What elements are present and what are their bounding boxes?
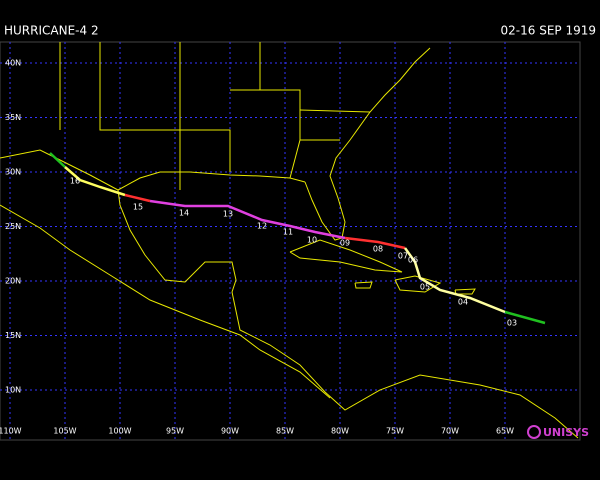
- lat-label: 20N: [5, 277, 21, 286]
- storm-track: [49, 152, 546, 325]
- lat-label: 35N: [5, 113, 21, 122]
- lat-label: 15N: [5, 331, 21, 340]
- coast: [231, 291, 579, 439]
- map-frame: [0, 41, 581, 441]
- storm-dates: 02-16 SEP 1919: [501, 24, 596, 38]
- lon-label: 75W: [386, 427, 404, 436]
- credit: UNISYS: [543, 426, 589, 439]
- track-segment: [149, 199, 346, 240]
- lon-label: 65W: [496, 427, 514, 436]
- island: [454, 288, 476, 295]
- lat-label: 30N: [5, 168, 21, 177]
- track-segment: [403, 247, 506, 314]
- day-label: 11: [283, 228, 293, 237]
- coast: [304, 47, 431, 241]
- labels: 40N 35N 30N 25N 20N 15N 10N 110W 105W 100W 95W 90W 8…: [0, 59, 517, 436]
- logo: [527, 425, 541, 439]
- border: [179, 42, 231, 172]
- track-segment: [124, 193, 151, 203]
- lon-label: 80W: [331, 427, 349, 436]
- coast: [0, 204, 331, 399]
- day-label: 16: [70, 177, 80, 186]
- lat-label: 40N: [5, 59, 21, 68]
- lon-label: 105W: [53, 427, 76, 436]
- day-label: 03: [507, 319, 517, 328]
- day-label: 08: [373, 245, 383, 254]
- lon-label: 85W: [276, 427, 294, 436]
- lon-label: 70W: [441, 427, 459, 436]
- coast: [117, 189, 237, 293]
- island: [394, 275, 442, 293]
- border: [230, 89, 301, 179]
- track-segment: [64, 166, 126, 197]
- day-label: 07: [398, 252, 408, 261]
- lon-label: 110W: [0, 427, 22, 436]
- lat-label: 25N: [5, 222, 21, 231]
- day-label: 05: [420, 283, 430, 292]
- day-label: 06: [408, 256, 418, 265]
- border: [299, 109, 371, 113]
- track-segment: [344, 236, 406, 250]
- day-label: 04: [458, 298, 468, 307]
- storm-title: HURRICANE-4 2: [4, 24, 99, 38]
- lat-label: 10N: [5, 386, 21, 395]
- day-label: 12: [257, 222, 267, 231]
- day-label: 15: [133, 203, 143, 212]
- border: [99, 42, 181, 190]
- graticule: [0, 42, 580, 440]
- lon-label: 100W: [108, 427, 131, 436]
- day-label: 14: [179, 209, 189, 218]
- lon-label: 90W: [221, 427, 239, 436]
- day-label: 10: [307, 236, 317, 245]
- day-label: 13: [223, 210, 233, 219]
- credit-badge: UNISYS: [527, 425, 589, 439]
- island: [289, 239, 403, 273]
- track-segment: [49, 152, 66, 168]
- track-segment: [504, 310, 546, 325]
- day-label: 09: [340, 239, 350, 248]
- lon-label: 95W: [166, 427, 184, 436]
- island: [354, 281, 373, 289]
